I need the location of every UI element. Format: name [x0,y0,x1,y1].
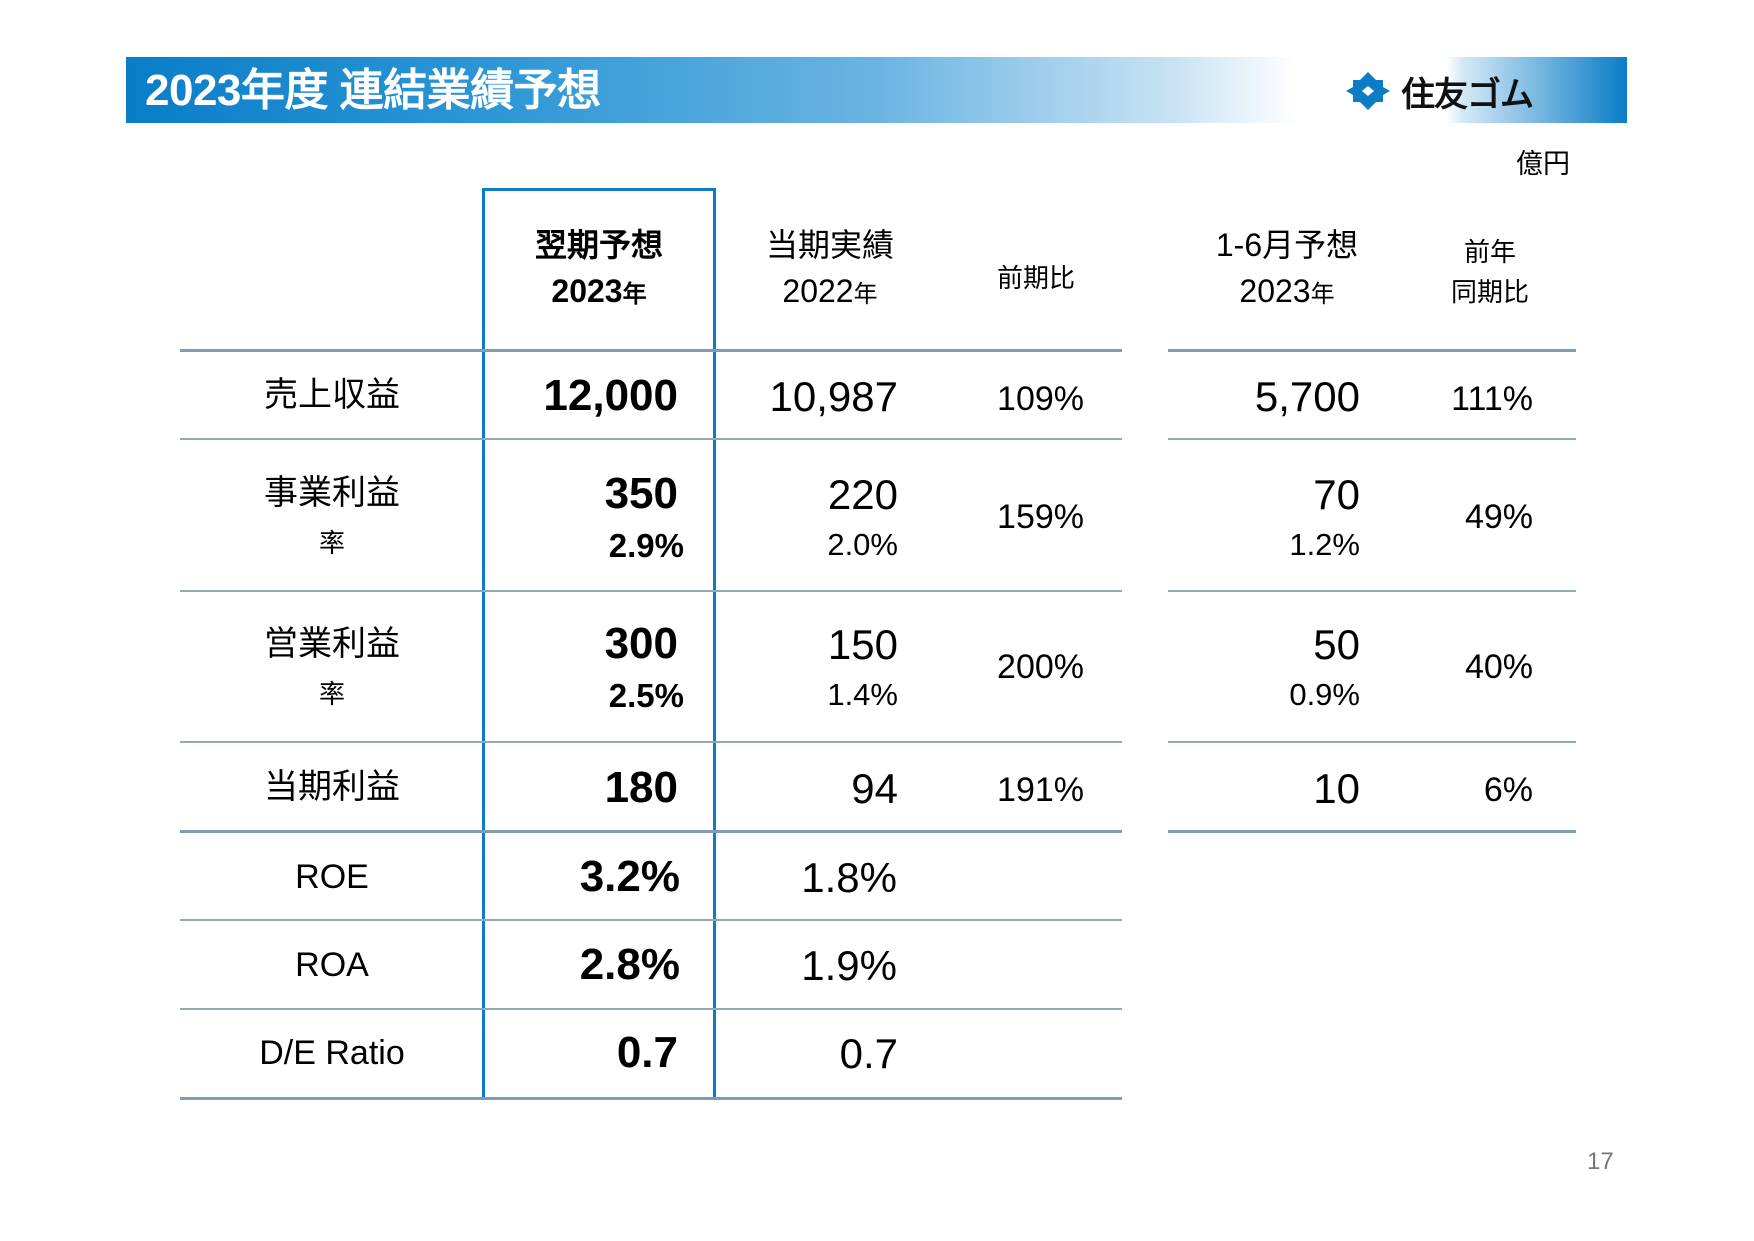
col-header-h1-yoy: 前年 同期比 [1451,232,1529,313]
col-header-h1-yoy-line2: 同期比 [1450,277,1530,308]
col-header-h1-title: 1-6月予想 [1215,227,1359,263]
operating-profit-forecast: 300 [604,619,678,668]
revenue-forecast: 12,000 [543,371,678,420]
operating-profit-forecast-rate: 2.5% [608,677,684,714]
net-income-forecast: 180 [604,763,678,812]
table-divider [1168,438,1576,440]
table-divider [1168,830,1576,833]
row-label-operating-profit: 営業利益 [264,625,400,663]
page-title: 2023年度 連結業績予想 [145,66,601,115]
business-profit-actual: 220 [827,471,898,518]
unit-label: 億円 [1516,149,1570,179]
roa-actual: 1.9% [801,942,897,989]
de-ratio-actual: 0.7 [839,1030,898,1077]
net-income-actual: 94 [851,765,898,812]
table-divider [180,1097,1122,1100]
row-label-roe: ROE [295,858,369,896]
sumitomo-diamond-icon [1346,72,1390,110]
net-income-yoy: 191% [997,771,1084,809]
business-profit-h1-forecast: 70 [1313,471,1360,518]
col-header-actual: 当期実績 2022年 [766,222,894,315]
table-divider [180,830,1122,833]
col-header-h1-forecast: 1-6月予想 2023年 [1216,222,1358,315]
roe-forecast: 3.2% [579,852,680,901]
operating-profit-yoy: 200% [997,648,1084,686]
row-label-roa: ROA [295,946,369,984]
revenue-h1-forecast: 5,700 [1254,373,1360,420]
operating-profit-h1-rate: 0.9% [1289,677,1360,712]
row-label-de-ratio: D/E Ratio [259,1034,405,1072]
net-income-h1-forecast: 10 [1313,765,1360,812]
operating-profit-h1-forecast: 50 [1313,621,1360,668]
table-divider [180,349,1122,352]
business-profit-h1-rate: 1.2% [1289,527,1360,562]
table-divider [180,590,1122,592]
row-sublabel-rate: 率 [318,679,346,709]
operating-profit-actual-rate: 1.4% [827,677,898,712]
revenue-actual: 10,987 [769,373,898,420]
row-sublabel-rate: 率 [318,528,346,558]
business-profit-yoy: 159% [997,498,1084,536]
roa-forecast: 2.8% [579,940,680,989]
operating-profit-h1-yoy: 40% [1464,648,1533,686]
table-divider [180,919,1122,921]
roe-actual: 1.8% [801,854,897,901]
row-label-revenue: 売上収益 [264,376,400,414]
revenue-h1-yoy: 111% [1451,380,1533,418]
col-header-actual-title: 当期実績 [765,227,895,263]
table-divider [1168,349,1576,352]
table-divider [180,741,1122,743]
de-ratio-forecast: 0.7 [616,1028,678,1077]
business-profit-forecast: 350 [604,469,678,518]
row-label-business-profit: 事業利益 [264,474,400,512]
col-header-forecast-title: 翌期予想 [534,227,664,263]
col-header-h1-yoy-line1: 前年 [1463,237,1517,267]
company-logo: 住友ゴム [1345,70,1534,114]
col-header-h1-year: 2023年 [1239,273,1335,310]
row-label-net-income: 当期利益 [264,768,400,806]
operating-profit-actual: 150 [827,621,898,668]
page-number: 17 [1587,1148,1614,1175]
logo-text: 住友ゴム [1401,75,1534,114]
net-income-h1-yoy: 6% [1483,771,1533,809]
col-header-forecast: 翌期予想 2023年 [535,222,663,315]
business-profit-forecast-rate: 2.9% [608,527,684,564]
col-header-actual-year: 2022年 [782,273,878,310]
col-header-forecast-year: 2023年 [551,273,647,310]
business-profit-actual-rate: 2.0% [827,527,898,562]
col-header-yoy: 前期比 [996,263,1076,293]
table-divider [1168,741,1576,743]
table-divider [180,438,1122,440]
business-profit-h1-yoy: 49% [1464,498,1533,536]
table-divider [1168,590,1576,592]
table-divider [180,1008,1122,1010]
revenue-yoy: 109% [997,380,1084,418]
